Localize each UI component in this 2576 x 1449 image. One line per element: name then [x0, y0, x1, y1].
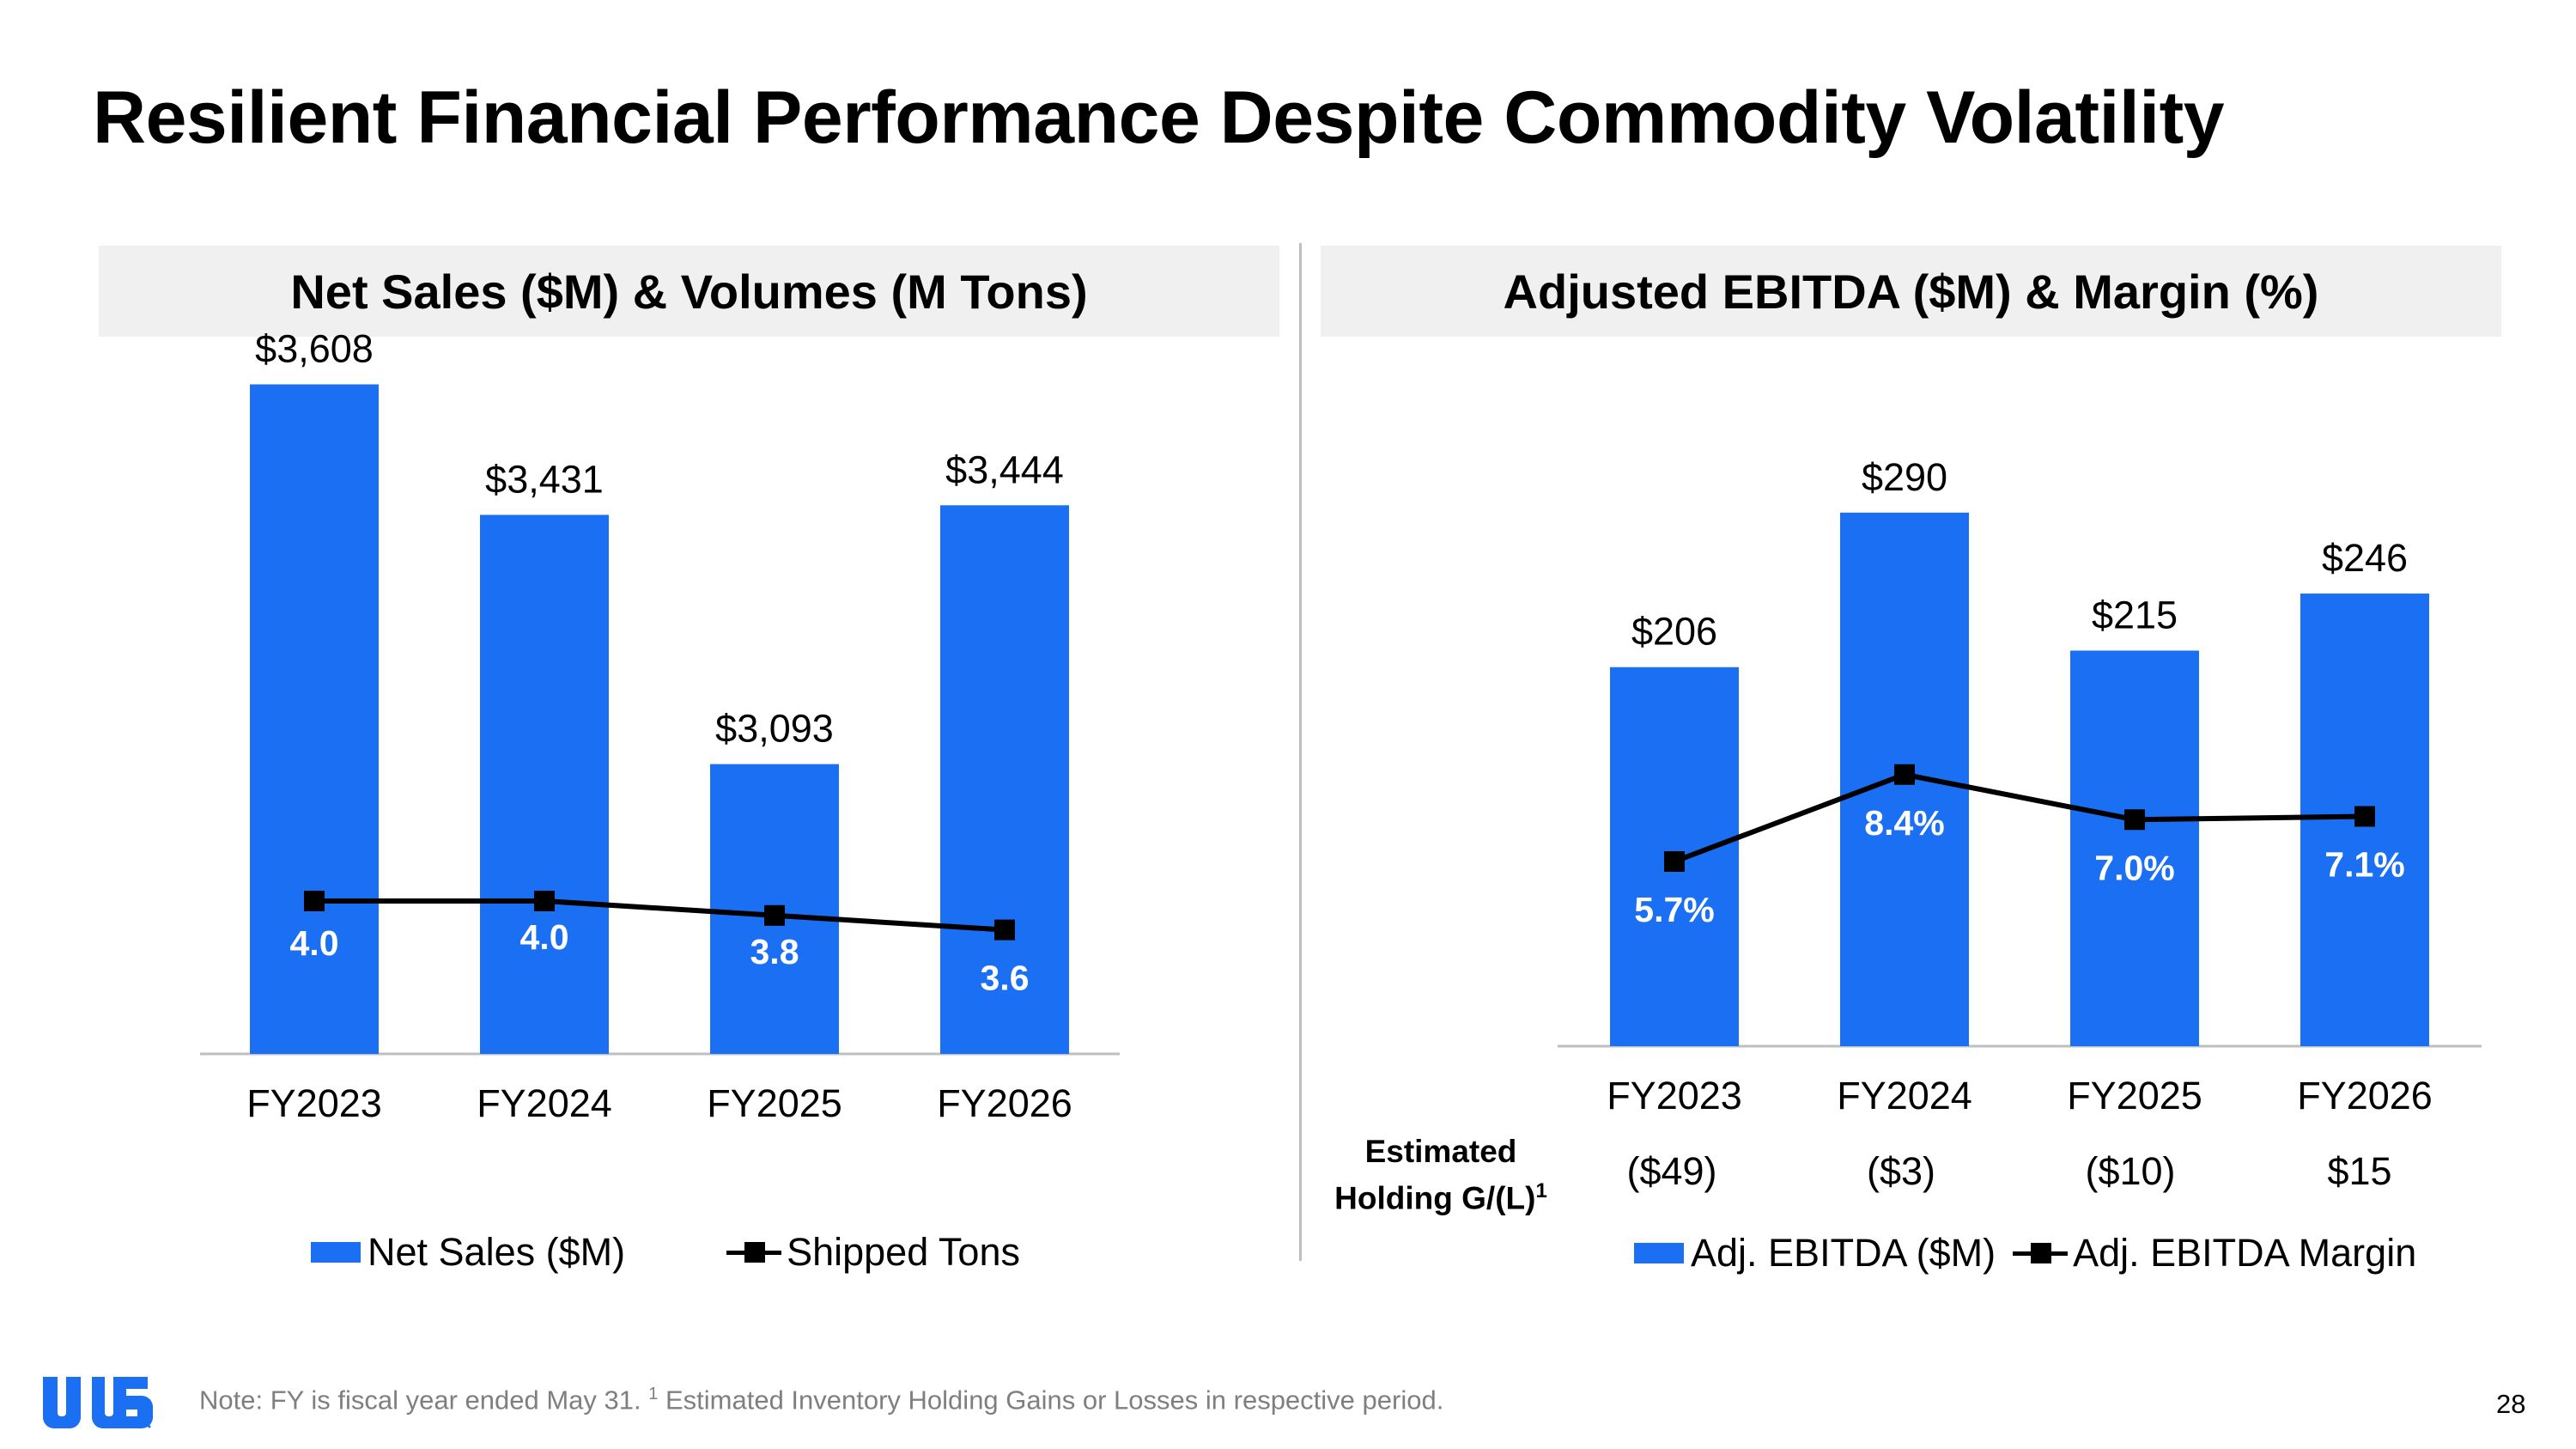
net-sales-fy2026-bar-label: $3,444 [945, 447, 1064, 491]
adj-ebitda-fy2023-line-label: 5.7% [1634, 890, 1714, 929]
shipped-tons-legend-marker [726, 1242, 782, 1263]
footnote-text-1: Note: FY is fiscal year ended May 31. [199, 1385, 649, 1416]
adj-ebitda-fy2026-tick-label: FY2026 [2297, 1074, 2433, 1117]
net-sales-fy2023-bar [250, 384, 379, 1054]
net-sales-fy2024-bar-label: $3,431 [485, 457, 604, 501]
net-sales-fy2026-tick-label: FY2026 [937, 1081, 1072, 1125]
net-sales-fy2023-line-marker [304, 891, 325, 911]
net-sales-fy2025-line-marker [764, 904, 785, 926]
holding-gl-label: Estimated Holding G/(L)1 [1312, 1132, 1570, 1218]
footnote-text-2: Estimated Inventory Holding Gains or Los… [658, 1385, 1444, 1416]
holding-gl-value-fy2023: ($49) [1626, 1149, 1717, 1193]
adj-ebitda-fy2025-bar [2070, 650, 2199, 1046]
adj-ebitda-fy2025-line-marker [2124, 809, 2145, 831]
net-sales-fy2025-line-label: 3.8 [750, 932, 799, 971]
shipped-tons-legend-label: Shipped Tons [787, 1230, 1020, 1274]
holding-gl-label-line2: Holding G/(L) [1334, 1180, 1536, 1216]
net-sales-legend-swatch [311, 1242, 361, 1263]
adj-ebitda-fy2026-line-label: 7.1% [2324, 845, 2404, 885]
adj-ebitda-margin-legend-label: Adj. EBITDA Margin [2073, 1231, 2417, 1275]
page-title: Resilient Financial Performance Despite … [93, 76, 2225, 159]
net-sales-fy2026-line-marker [994, 919, 1015, 941]
net-sales-fy2023-line-label: 4.0 [290, 923, 339, 963]
left-legend: Net Sales ($M) Shipped Tons [311, 1230, 1020, 1275]
adj-ebitda-fy2026-bar-label: $246 [2322, 536, 2408, 580]
net-sales-legend-label: Net Sales ($M) [368, 1230, 626, 1274]
adj-ebitda-margin-legend-marker [2013, 1243, 2069, 1263]
holding-gl-label-sup: 1 [1535, 1179, 1547, 1202]
footnote: Note: FY is fiscal year ended May 31. 1 … [199, 1385, 1443, 1416]
adj-ebitda-fy2025-line-label: 7.0% [2094, 848, 2174, 887]
adj-ebitda-fy2023-tick-label: FY2023 [1607, 1074, 1742, 1117]
left-panel-header-text: Net Sales ($M) & Volumes (M Tons) [290, 264, 1088, 319]
adj-ebitda-fy2024-bar-label: $290 [1862, 455, 1947, 499]
footnote-sup: 1 [648, 1385, 659, 1403]
adj-ebitda-legend-swatch [1634, 1243, 1684, 1263]
adj-ebitda-fy2024-line-marker [1894, 764, 1915, 785]
net-sales-fy2026-bar [940, 505, 1069, 1054]
holding-gl-label-line1: Estimated [1364, 1134, 1517, 1169]
net-sales-fy2024-line-label: 4.0 [520, 917, 569, 957]
net-sales-fy2025-tick-label: FY2025 [707, 1081, 842, 1125]
adj-ebitda-fy2023-line-marker [1664, 851, 1685, 872]
adj-ebitda-fy2026-line-marker [2354, 806, 2375, 827]
net-sales-fy2026-line-label: 3.6 [981, 959, 1030, 998]
page-number: 28 [2496, 1389, 2526, 1419]
holding-gl-value-fy2024: ($3) [1866, 1149, 1936, 1193]
net-sales-fy2024-bar [480, 514, 609, 1054]
right-panel-header: Adjusted EBITDA ($M) & Margin (%) [1321, 246, 2501, 337]
adj-ebitda-fy2025-bar-label: $215 [2092, 593, 2178, 636]
adj-ebitda-fy2024-tick-label: FY2024 [1837, 1074, 1972, 1117]
left-panel-header: Net Sales ($M) & Volumes (M Tons) [99, 246, 1279, 337]
net-sales-line-series [314, 898, 1005, 933]
adj-ebitda-fy2024-line-label: 8.4% [1864, 803, 1944, 843]
net-sales-fy2024-tick-label: FY2024 [477, 1081, 612, 1125]
adj-ebitda-legend-label: Adj. EBITDA ($M) [1691, 1231, 1996, 1275]
net-sales-fy2023-tick-label: FY2023 [246, 1081, 382, 1125]
adj-ebitda-fy2023-bar-label: $206 [1631, 610, 1717, 654]
right-panel-header-text: Adjusted EBITDA ($M) & Margin (%) [1503, 264, 2319, 319]
net-sales-fy2024-line-marker [534, 891, 555, 911]
holding-gl-value-fy2025: ($10) [2085, 1149, 2176, 1193]
net-sales-fy2023-bar-label: $3,608 [255, 326, 374, 370]
adj-ebitda-line-series [1673, 771, 2366, 864]
net-sales-fy2025-bar-label: $3,093 [715, 707, 834, 751]
holding-gl-value-fy2026: $15 [2327, 1149, 2392, 1193]
adj-ebitda-fy2025-tick-label: FY2025 [2067, 1074, 2202, 1117]
company-logo-icon [43, 1377, 153, 1428]
panel-divider [1299, 243, 1302, 1261]
right-legend: Adj. EBITDA ($M) Adj. EBITDA Margin [1634, 1231, 2416, 1275]
